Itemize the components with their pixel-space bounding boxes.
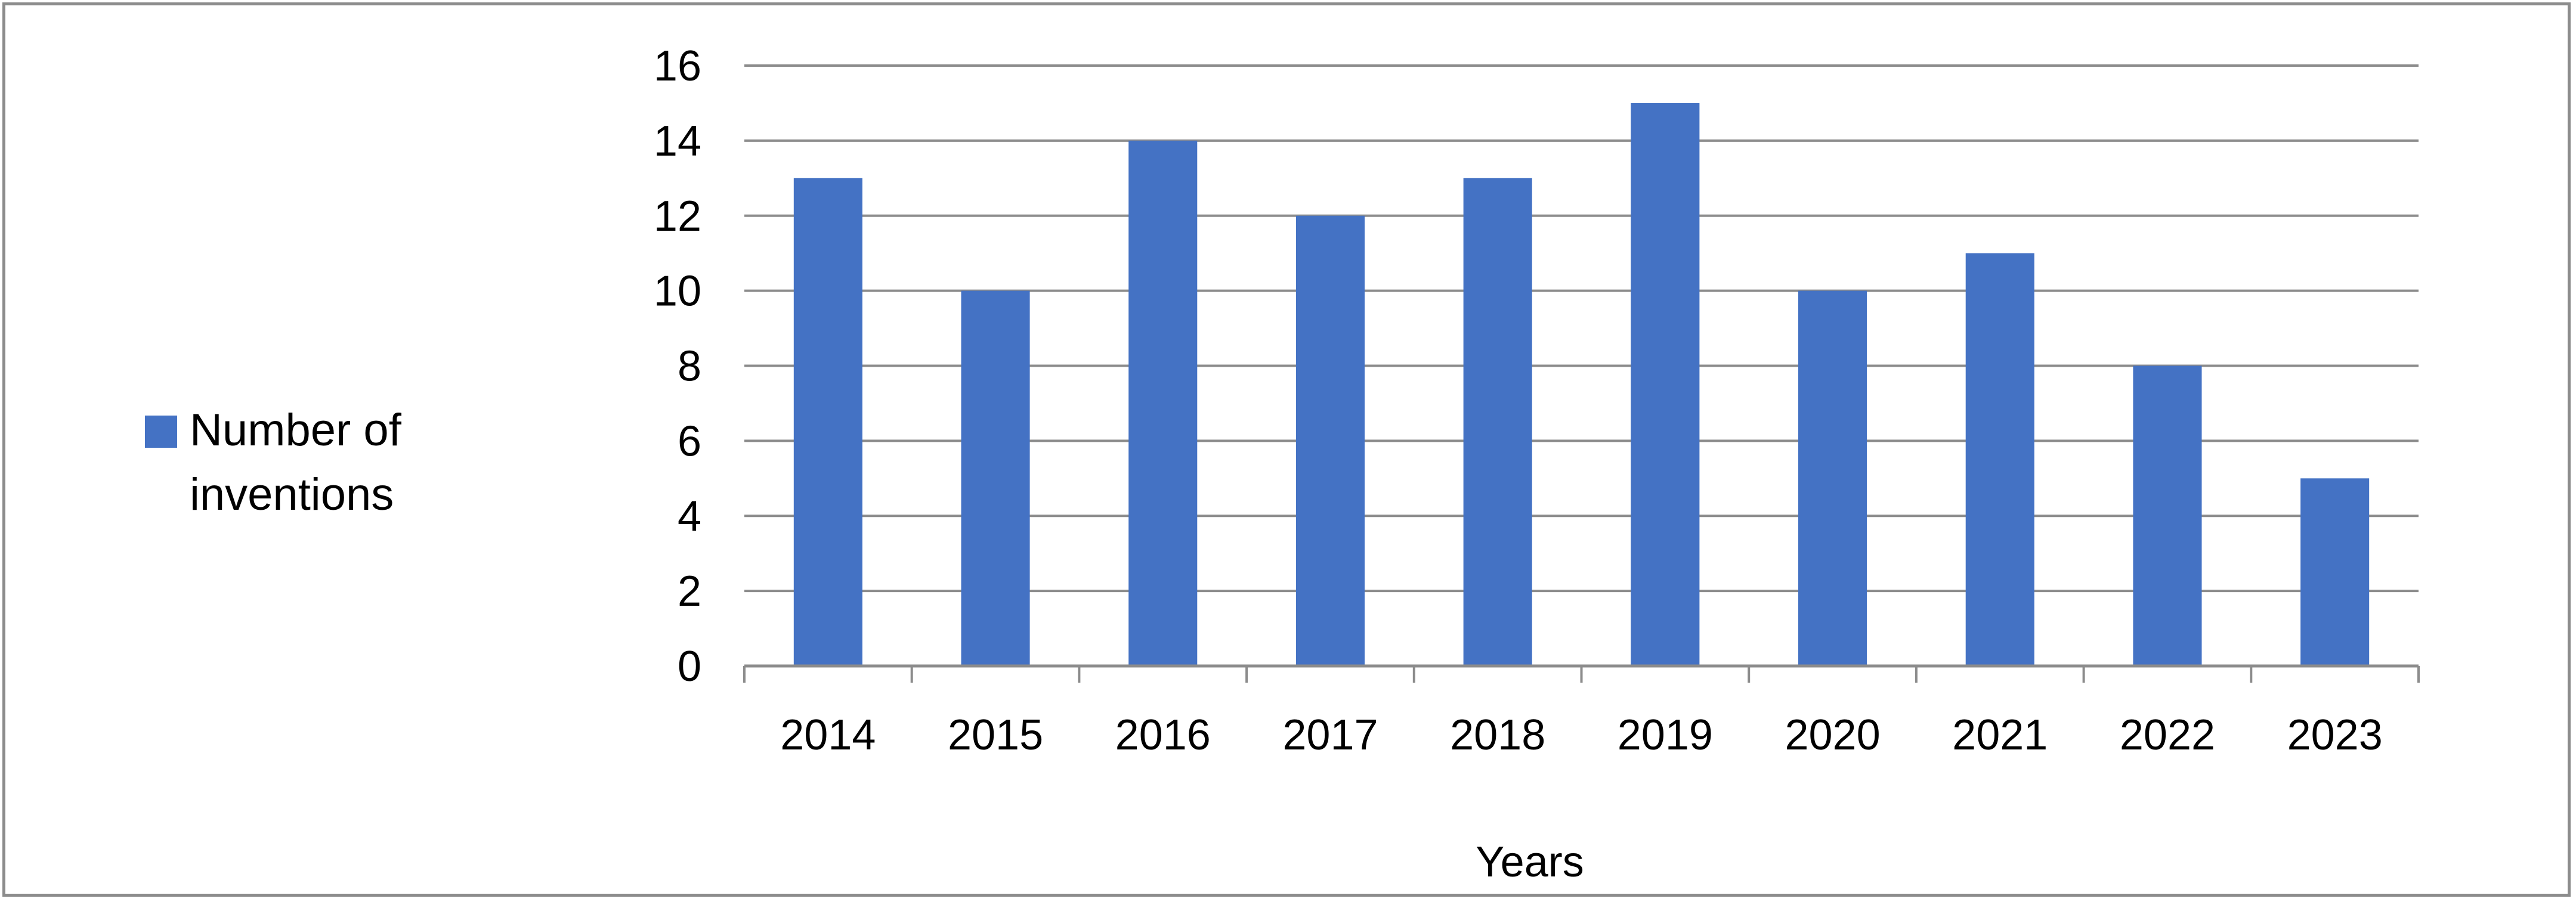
x-tick-label: 2021 — [1952, 711, 2048, 759]
x-tick-label: 2017 — [1282, 711, 1378, 759]
bars — [793, 103, 2370, 666]
x-tick-label: 2019 — [1618, 711, 1713, 759]
legend-label-line-2: inventions — [190, 469, 394, 520]
x-tick-label: 2020 — [1785, 711, 1880, 759]
legend-label-line-1: Number of — [190, 405, 402, 456]
bar-2020 — [1798, 290, 1867, 666]
bar-2014 — [793, 178, 862, 666]
y-tick-label: 10 — [654, 268, 701, 315]
x-tick-label: 2022 — [2120, 711, 2215, 759]
bar-2018 — [1463, 178, 1532, 666]
y-tick-label: 14 — [654, 117, 701, 165]
y-tick-labels: 0 2 4 6 8 10 12 14 16 — [654, 42, 701, 690]
bar-2023 — [2300, 478, 2370, 666]
bar-2017 — [1295, 215, 1365, 666]
x-tick-label: 2018 — [1450, 711, 1545, 759]
legend: Number of inventions — [145, 405, 402, 520]
y-tick-label: 12 — [654, 193, 701, 240]
x-tick-labels: 2014 2015 2016 2017 2018 2019 2020 2021 2022 2023 — [780, 711, 2382, 759]
x-tick-label: 2016 — [1115, 711, 1211, 759]
bar-2022 — [2133, 365, 2202, 666]
y-tick-label: 2 — [678, 568, 701, 615]
legend-swatch — [145, 416, 177, 448]
bar-2019 — [1631, 103, 1700, 666]
x-tick-label: 2015 — [948, 711, 1043, 759]
y-tick-label: 6 — [678, 417, 701, 465]
x-tick-label: 2023 — [2287, 711, 2383, 759]
bar-2015 — [961, 290, 1030, 666]
x-tick-label: 2014 — [780, 711, 876, 759]
bar-2021 — [1965, 253, 2034, 666]
bar-2016 — [1128, 140, 1198, 666]
y-tick-label: 0 — [678, 643, 701, 690]
y-tick-label: 16 — [654, 42, 701, 90]
y-tick-label: 8 — [678, 343, 701, 391]
y-tick-label: 4 — [678, 492, 701, 540]
x-axis — [743, 664, 2420, 683]
x-axis-title: Years — [1476, 838, 1584, 886]
